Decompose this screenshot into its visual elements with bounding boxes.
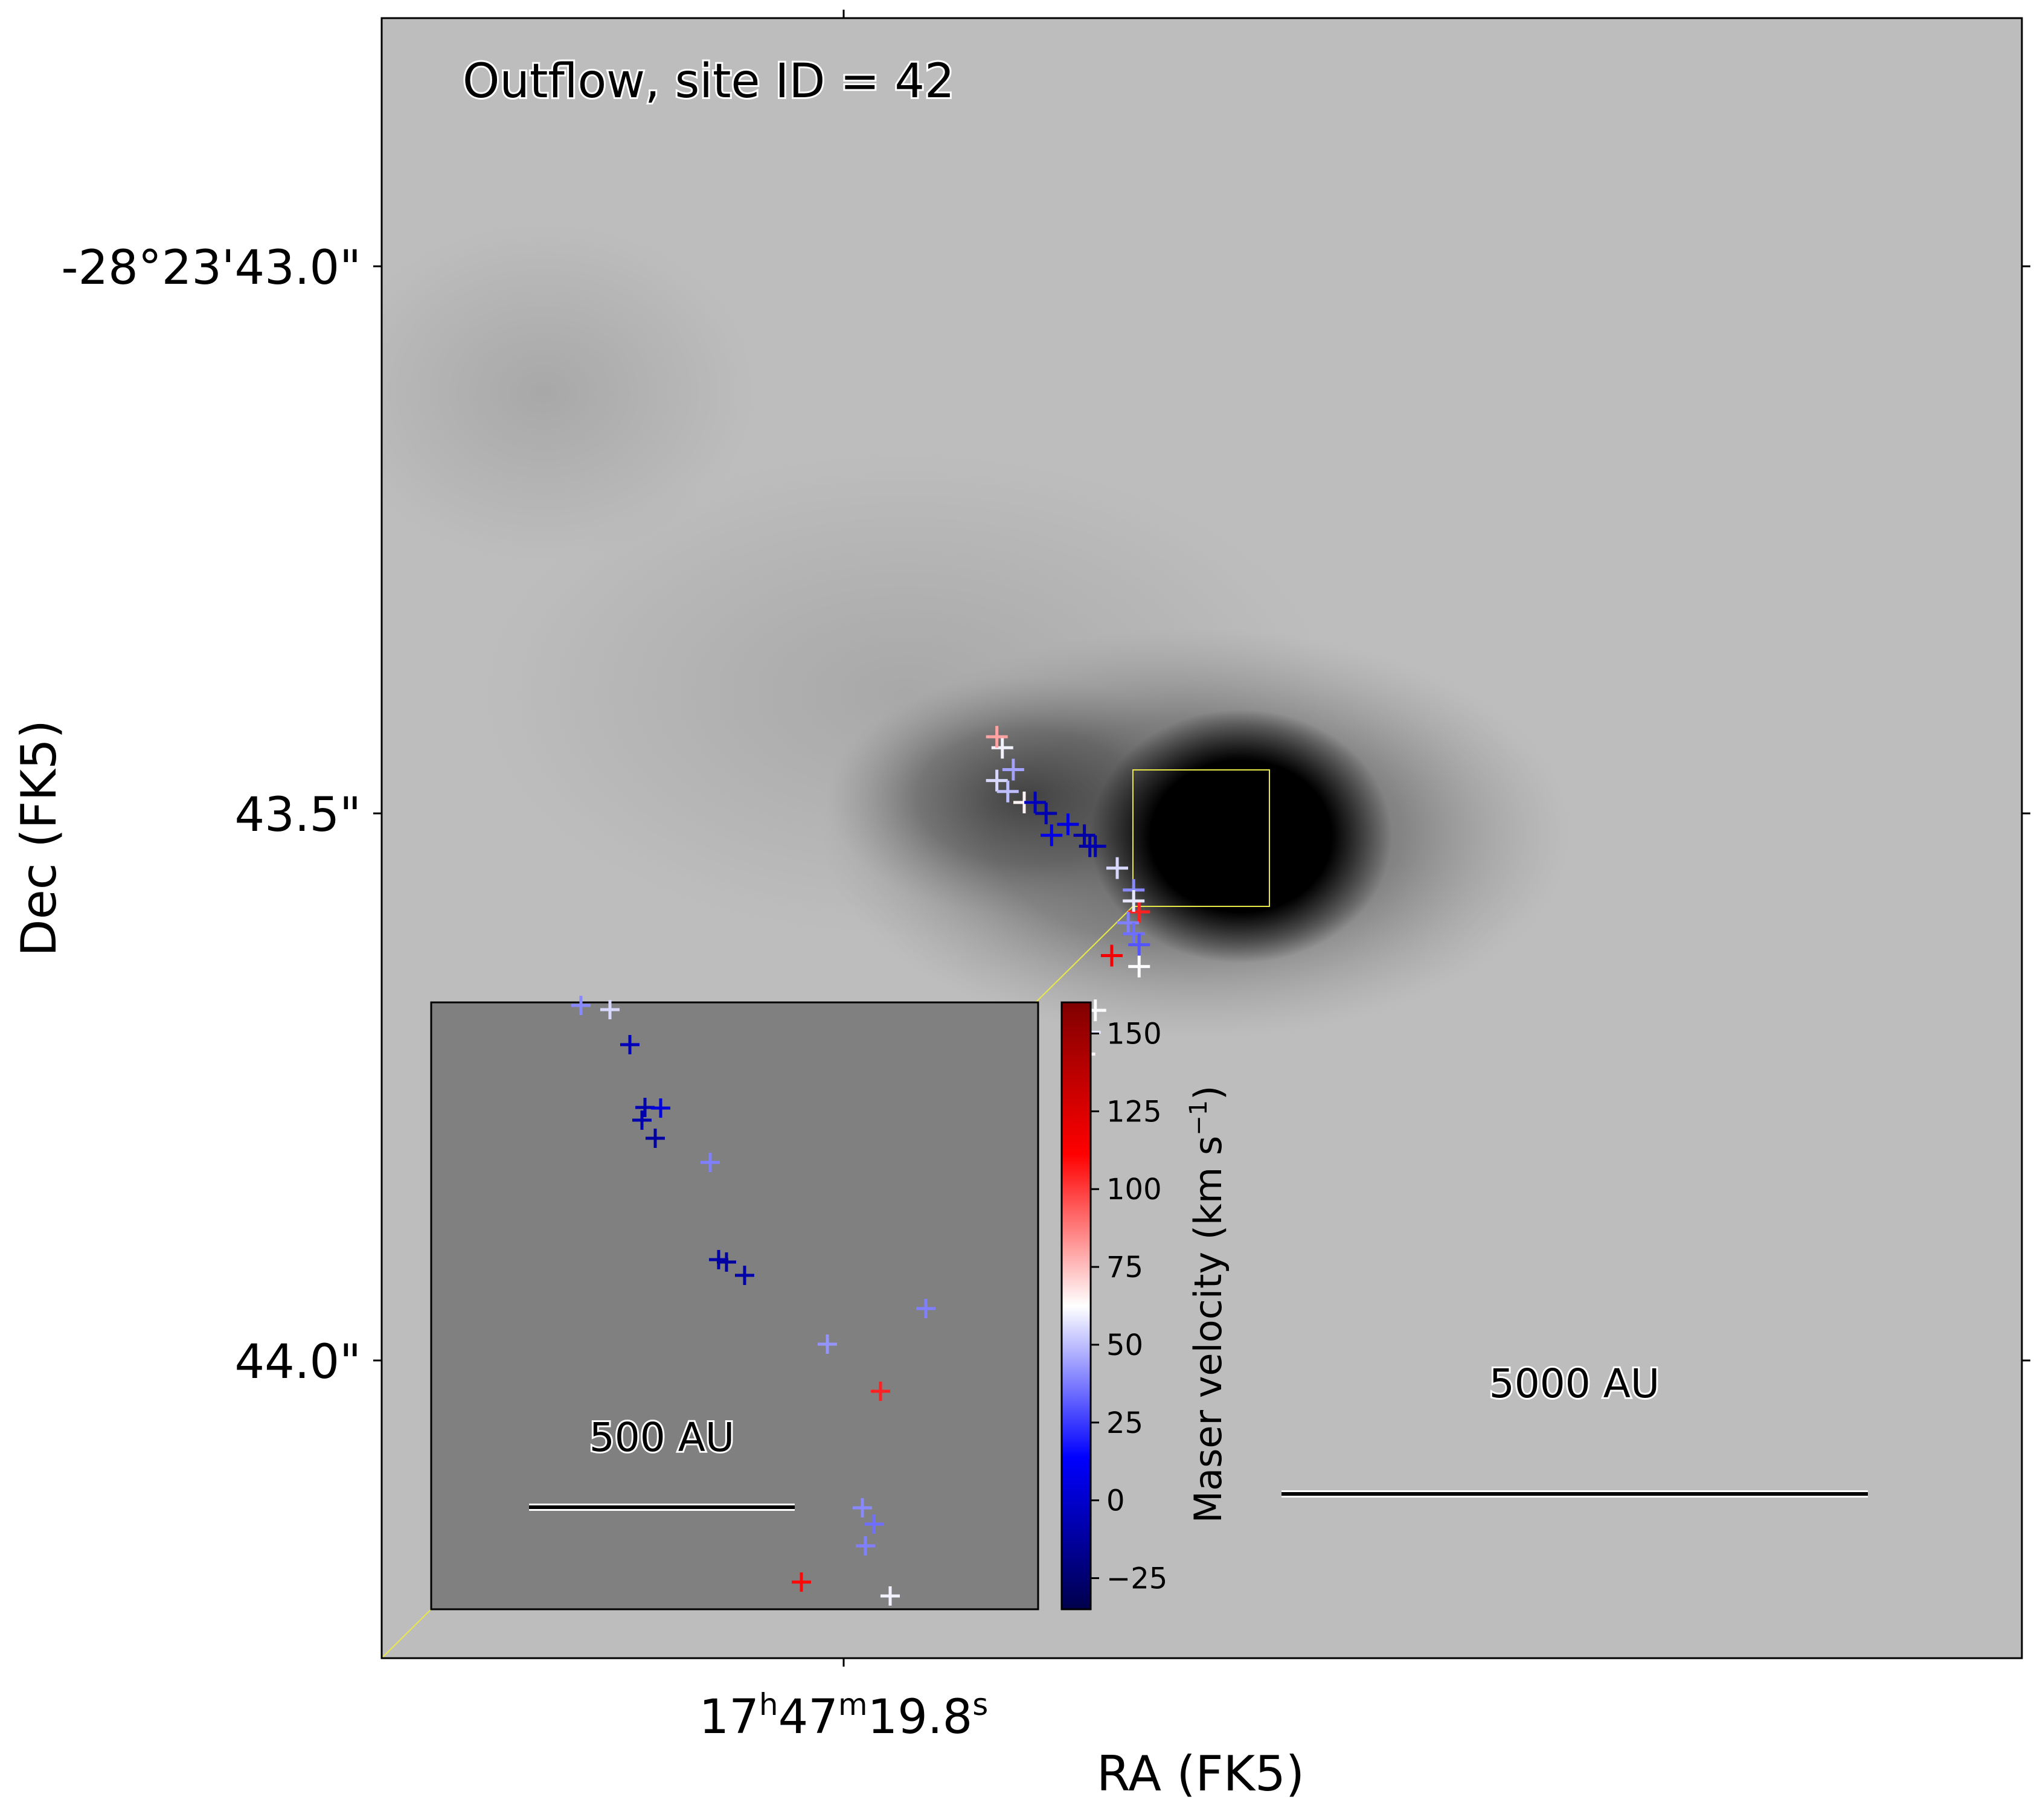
colorbar-tick-label-2: 25 bbox=[1106, 1406, 1143, 1440]
y-tick-label-1: -28°23'43.0" bbox=[61, 241, 361, 295]
inset-maser-marker-9 bbox=[717, 1252, 736, 1272]
y-tick-label-3: 44.0" bbox=[234, 1335, 361, 1389]
maser-marker-12 bbox=[1084, 835, 1106, 857]
maser-marker-20 bbox=[1100, 944, 1123, 967]
inset-maser-marker-10 bbox=[735, 1266, 754, 1285]
colorbar-tick-label-1: 0 bbox=[1106, 1484, 1125, 1518]
axis-ticks bbox=[373, 10, 2030, 1667]
colorbar-label: Maser velocity (km s−1) bbox=[1185, 1086, 1230, 1524]
colorbar-ticks: −25 0 25 50 75 100 125 150 bbox=[1091, 1017, 1167, 1595]
zoom-box bbox=[1132, 769, 1270, 907]
colorbar-tick-label-7: 150 bbox=[1106, 1017, 1162, 1051]
inset-background bbox=[430, 1001, 1039, 1610]
inset-maser-marker-7 bbox=[701, 1153, 720, 1172]
maser-marker-17 bbox=[1117, 912, 1140, 934]
inset-maser-markers bbox=[571, 996, 935, 1606]
maser-marker-15 bbox=[1128, 901, 1150, 923]
scalebar-500au-label: 500 AU bbox=[589, 1414, 734, 1461]
inset-maser-marker-11 bbox=[916, 1299, 935, 1318]
maser-marker-13 bbox=[1106, 857, 1128, 879]
maser-marker-7 bbox=[1035, 803, 1057, 824]
inset-maser-marker-1 bbox=[600, 1000, 620, 1019]
inset-maser-marker-16 bbox=[856, 1536, 875, 1556]
inset-panel: 500 AU bbox=[430, 996, 1039, 1610]
maser-marker-6 bbox=[1024, 791, 1047, 813]
colorbar-tick-label-5: 100 bbox=[1106, 1173, 1162, 1206]
zoom-connector-bottom bbox=[382, 1609, 432, 1658]
maser-marker-8 bbox=[1057, 813, 1079, 836]
colorbar-tick-label-4: 75 bbox=[1106, 1251, 1143, 1284]
colorbar-gradient bbox=[1060, 1001, 1092, 1610]
maser-marker-16 bbox=[1123, 889, 1145, 912]
x-tick-label: 17h47m19.8s bbox=[699, 1687, 989, 1745]
chart-title: Outflow, site ID = 42 bbox=[463, 54, 955, 109]
maser-marker-19 bbox=[1128, 934, 1150, 956]
inset-maser-marker-6 bbox=[646, 1129, 665, 1148]
zoom-connector-top bbox=[1035, 906, 1134, 1003]
maser-marker-18 bbox=[1123, 923, 1145, 945]
maser-marker-3 bbox=[1002, 758, 1024, 781]
y-axis-label: Dec (FK5) bbox=[11, 720, 67, 956]
inset-maser-marker-14 bbox=[853, 1498, 872, 1517]
inset-maser-marker-0 bbox=[571, 996, 591, 1015]
core-emission bbox=[1090, 710, 1392, 963]
maser-marker-2 bbox=[986, 769, 1008, 792]
colorbar-tick-label-0: −25 bbox=[1106, 1562, 1167, 1595]
maser-marker-0 bbox=[991, 737, 1013, 759]
inset-maser-marker-13 bbox=[871, 1382, 890, 1401]
main-plot-frame bbox=[380, 17, 2023, 1659]
inset-maser-marker-18 bbox=[880, 1586, 900, 1606]
scalebar-5000au-label: 5000 AU bbox=[1489, 1360, 1660, 1407]
maser-marker-1 bbox=[986, 726, 1008, 748]
inset-maser-marker-4 bbox=[651, 1098, 670, 1118]
inset-maser-marker-15 bbox=[864, 1514, 884, 1534]
y-tick-label-2: 43.5" bbox=[234, 788, 361, 842]
maser-marker-9 bbox=[1041, 824, 1063, 847]
maser-marker-10 bbox=[1073, 824, 1095, 847]
inset-maser-marker-2 bbox=[620, 1035, 640, 1054]
colorbar-tick-label-3: 50 bbox=[1106, 1328, 1143, 1362]
colorbar-tick-label-6: 125 bbox=[1106, 1095, 1162, 1129]
maser-marker-21 bbox=[1128, 955, 1150, 978]
inset-maser-marker-17 bbox=[792, 1572, 811, 1592]
maser-markers bbox=[986, 726, 1150, 1065]
x-axis-label: RA (FK5) bbox=[1097, 1746, 1304, 1802]
inset-maser-marker-12 bbox=[818, 1335, 837, 1354]
inset-maser-marker-5 bbox=[632, 1110, 652, 1130]
colorbar: −25 0 25 50 75 100 125 150 Maser velocity (km s… bbox=[1060, 1001, 1230, 1610]
maser-marker-5 bbox=[996, 780, 1019, 803]
soft-cloud-1 bbox=[382, 223, 755, 562]
